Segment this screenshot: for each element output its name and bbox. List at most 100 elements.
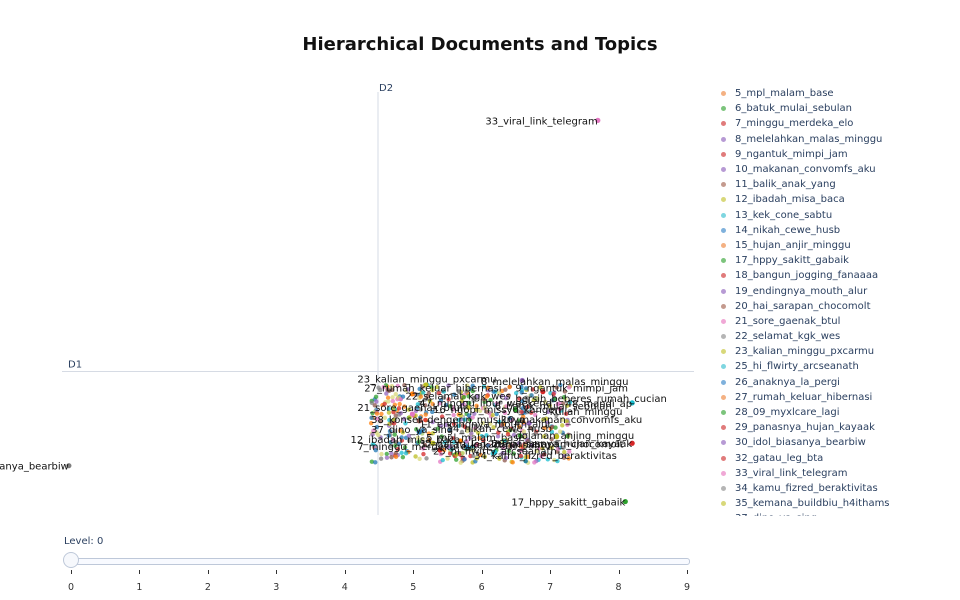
slider-tick-label: 0 <box>67 582 75 593</box>
doc-point <box>413 408 419 414</box>
legend-item[interactable]: 18_bangun_jogging_fanaaaa <box>718 268 948 283</box>
slider-handle[interactable] <box>63 552 79 568</box>
y-axis-label: D2 <box>379 83 393 94</box>
doc-point <box>402 382 407 388</box>
doc-point <box>400 430 406 435</box>
legend-item[interactable]: 26_anaknya_la_pergi <box>718 375 948 390</box>
doc-point <box>561 445 566 450</box>
doc-point <box>381 385 386 390</box>
doc-point <box>417 456 422 462</box>
legend-item[interactable]: 22_selamat_kgk_wes <box>718 329 948 344</box>
legend-item[interactable]: 19_endingnya_mouth_alur <box>718 283 948 298</box>
doc-point <box>388 443 394 449</box>
cluster-label: 16_ngopi_missyu_kangen <box>433 405 561 416</box>
legend-item[interactable]: 13_kek_cone_sabtu <box>718 208 948 223</box>
doc-point <box>392 439 398 445</box>
doc-point <box>438 423 444 429</box>
doc-point <box>470 383 475 389</box>
doc-point <box>525 404 530 410</box>
legend-item[interactable]: 30_idol_biasanya_bearbiw <box>718 435 948 450</box>
legend-item[interactable]: 25_hi_flwirty_arcseanath <box>718 359 948 374</box>
doc-point <box>544 416 549 421</box>
doc-point <box>441 447 447 453</box>
doc-point <box>402 404 407 409</box>
legend-item[interactable]: 28_09_myxlcare_lagi <box>718 405 948 420</box>
legend-marker-icon <box>721 394 726 400</box>
cluster-label: 27_rumah_keluar_hibernasi <box>364 384 501 395</box>
slider-tick <box>550 570 552 574</box>
doc-point <box>507 384 512 390</box>
doc-point <box>518 448 523 453</box>
doc-point <box>526 438 531 444</box>
doc-point <box>482 405 487 411</box>
topic-point <box>629 400 635 406</box>
level-slider[interactable]: Level: 0 0 1 2 3 4 5 6 7 8 9 <box>60 532 700 593</box>
doc-point <box>462 424 468 430</box>
legend-item[interactable]: 9_ngantuk_mimpi_jam <box>718 147 948 162</box>
doc-point <box>464 383 470 388</box>
legend-item[interactable]: 5_mpl_malam_base <box>718 86 948 101</box>
doc-point <box>390 395 395 400</box>
doc-point <box>520 405 526 411</box>
doc-point <box>549 424 555 430</box>
legend-item[interactable]: 8_melelahkan_malas_minggu <box>718 132 948 147</box>
doc-point <box>421 390 426 395</box>
doc-point <box>393 450 399 456</box>
legend-item[interactable]: 20_hai_sarapan_chocomolt <box>718 299 948 314</box>
legend-item[interactable]: 11_balik_anak_yang <box>718 177 948 192</box>
doc-point <box>461 394 467 400</box>
legend-item[interactable]: 27_rumah_keluar_hibernasi <box>718 390 948 405</box>
doc-point <box>481 384 487 389</box>
doc-point <box>474 403 479 409</box>
scatter-plot[interactable]: D1 D2 33_viral_link_telegram 17_hppy_sakitt… <box>0 0 710 520</box>
legend-item[interactable]: 29_panasnya_hujan_kayaak <box>718 420 948 435</box>
doc-point <box>545 457 551 462</box>
doc-point <box>441 395 446 400</box>
doc-point <box>496 430 501 435</box>
legend-item[interactable]: 7_minggu_merdeka_elo <box>718 116 948 131</box>
doc-point <box>487 410 492 416</box>
doc-point <box>566 456 571 461</box>
legend[interactable]: 5_mpl_malam_base 6_batuk_mulai_sebulan 7_m… <box>718 86 948 516</box>
doc-point <box>529 393 534 398</box>
legend-item[interactable]: 23_kalian_minggu_pxcarmu <box>718 344 948 359</box>
legend-item[interactable]: 34_kamu_fizred_beraktivitas <box>718 481 948 496</box>
legend-item[interactable]: 6_batuk_mulai_sebulan <box>718 101 948 116</box>
cluster-label: 13_kek_cone_sabtu <box>454 441 551 452</box>
legend-item[interactable]: 35_kemana_buildbiu_h4ithams <box>718 496 948 511</box>
doc-point <box>564 403 570 408</box>
doc-point <box>422 403 428 408</box>
legend-item[interactable]: 17_hppy_sakitt_gabaik <box>718 253 948 268</box>
doc-point <box>511 432 517 438</box>
slider-tick-label: 3 <box>273 582 280 593</box>
doc-point <box>507 415 513 421</box>
legend-item[interactable]: 37_dino_ya_sing <box>718 511 948 516</box>
legend-item[interactable]: 10_makanan_convomfs_aku <box>718 162 948 177</box>
cluster-label: 21_sore_gaenak_btul <box>357 403 462 414</box>
legend-item[interactable]: 14_nikah_cewe_husb <box>718 223 948 238</box>
slider-rail[interactable] <box>67 558 690 565</box>
topic-point <box>519 377 525 384</box>
legend-label: 6_batuk_mulai_sebulan <box>735 103 852 115</box>
doc-point <box>507 444 513 449</box>
doc-point <box>558 382 563 388</box>
doc-point <box>523 454 529 460</box>
doc-point <box>478 452 483 457</box>
doc-point <box>555 458 560 464</box>
legend-item[interactable]: 21_sore_gaenak_btul <box>718 314 948 329</box>
doc-point <box>500 444 506 450</box>
topic-point <box>540 389 546 395</box>
doc-point <box>430 401 435 407</box>
doc-point <box>554 385 559 390</box>
legend-item[interactable]: 15_hujan_anjir_minggu <box>718 238 948 253</box>
topic-point <box>416 418 422 424</box>
legend-item[interactable]: 33_viral_link_telegram <box>718 466 948 481</box>
doc-point <box>443 402 449 408</box>
doc-point <box>396 406 402 411</box>
legend-marker-icon <box>721 425 726 431</box>
doc-point <box>532 460 537 465</box>
legend-label: 5_mpl_malam_base <box>735 88 834 100</box>
doc-point <box>452 392 457 397</box>
legend-item[interactable]: 32_gatau_leg_bta <box>718 451 948 466</box>
legend-item[interactable]: 12_ibadah_misa_baca <box>718 192 948 207</box>
